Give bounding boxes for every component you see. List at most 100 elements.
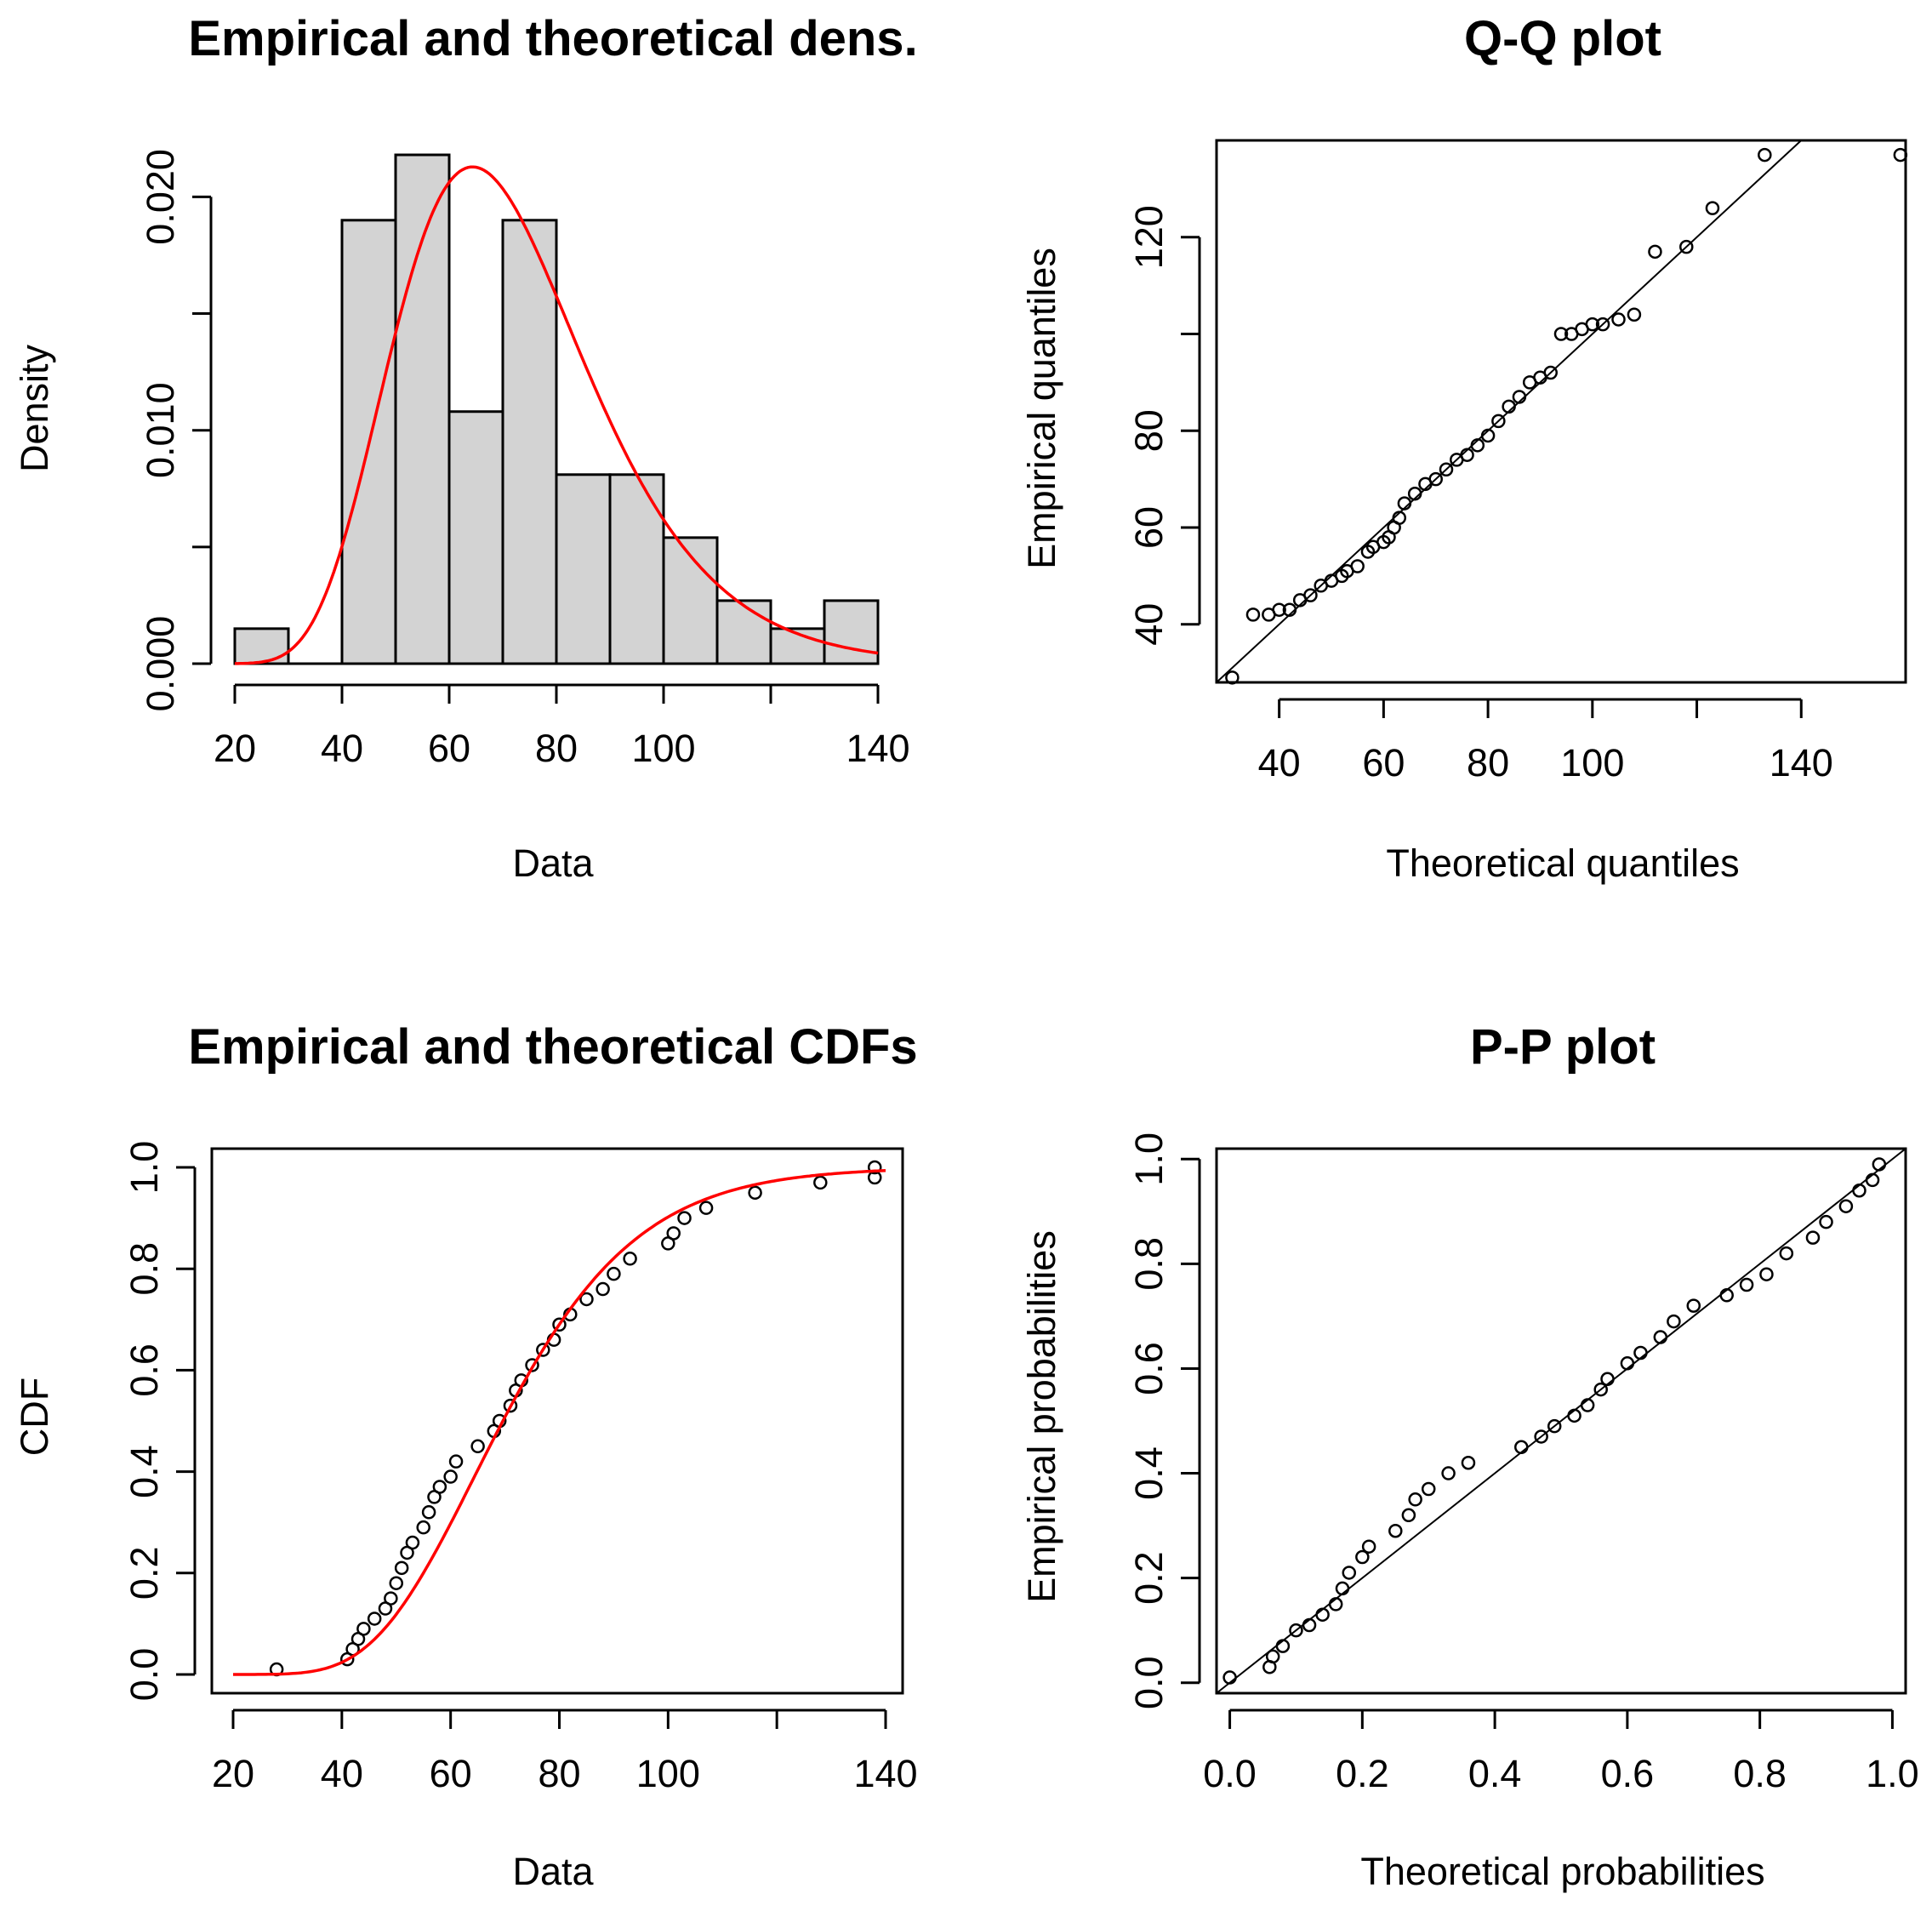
pp-point bbox=[1719, 1288, 1734, 1303]
pp-x-tick-label: 0.2 bbox=[1336, 1752, 1389, 1795]
qq-point bbox=[1407, 486, 1422, 501]
cdf-point bbox=[813, 1175, 828, 1190]
pp-point bbox=[1779, 1246, 1794, 1261]
pp-y-tick-label: 0.8 bbox=[1127, 1237, 1171, 1291]
cdf-panel: Empirical and theoretical CDFs Data CDF … bbox=[13, 1019, 918, 1893]
pp-point bbox=[1653, 1330, 1668, 1344]
density-x-tick-label: 40 bbox=[321, 727, 363, 770]
pp-x-tick-label: 0.6 bbox=[1601, 1752, 1655, 1795]
density-fit-curve bbox=[235, 165, 879, 665]
qq-point bbox=[1350, 559, 1365, 573]
cdf-point bbox=[367, 1612, 382, 1626]
qq-point bbox=[1397, 496, 1412, 511]
density-title: Empirical and theoretical dens. bbox=[188, 11, 917, 66]
pp-point bbox=[1534, 1429, 1548, 1444]
pp-point bbox=[1838, 1199, 1854, 1213]
density-panel: Empirical and theoretical dens. Data Den… bbox=[13, 11, 918, 885]
density-x-tick-label: 140 bbox=[846, 727, 909, 770]
pp-point bbox=[1739, 1277, 1754, 1292]
cdf-point bbox=[607, 1266, 621, 1281]
cdf-ylabel: CDF bbox=[13, 1378, 56, 1456]
cdf-point bbox=[443, 1469, 458, 1484]
qq-point bbox=[1392, 511, 1407, 525]
cdf-point bbox=[470, 1439, 485, 1454]
qq-point bbox=[1439, 462, 1454, 476]
cdf-point bbox=[394, 1560, 409, 1576]
qq-y-tick-label: 60 bbox=[1127, 506, 1171, 549]
cdf-y-tick-label: 0.0 bbox=[123, 1648, 166, 1702]
qq-point bbox=[1428, 471, 1443, 487]
qq-reference-line bbox=[1216, 140, 1802, 683]
pp-point bbox=[1361, 1539, 1376, 1554]
histogram-bar bbox=[823, 599, 880, 665]
qq-point bbox=[1491, 414, 1506, 429]
density-ylabel: Density bbox=[13, 344, 56, 472]
qq-point bbox=[1282, 602, 1297, 617]
pp-point bbox=[1580, 1398, 1595, 1412]
histogram-bar bbox=[394, 153, 451, 665]
pp-point bbox=[1388, 1523, 1403, 1538]
qq-y-tick-label: 80 bbox=[1127, 409, 1171, 452]
pp-point bbox=[1421, 1481, 1436, 1497]
cdf-point bbox=[525, 1358, 539, 1372]
histogram-bar bbox=[233, 627, 290, 665]
qq-plot-frame bbox=[1215, 139, 1907, 684]
cdf-point bbox=[623, 1252, 637, 1266]
qq-point bbox=[1502, 399, 1516, 414]
pp-point bbox=[1759, 1267, 1774, 1281]
qq-point bbox=[1595, 317, 1610, 332]
cdf-point bbox=[552, 1317, 567, 1332]
pp-x-tick-label: 0.0 bbox=[1203, 1752, 1257, 1795]
cdf-point bbox=[698, 1201, 714, 1215]
density-y-tick-label: 0.000 bbox=[139, 616, 182, 712]
histogram-bar bbox=[555, 473, 612, 665]
cdf-point bbox=[405, 1535, 420, 1550]
cdf-point bbox=[596, 1281, 610, 1297]
cdf-point bbox=[748, 1185, 762, 1201]
pp-xlabel: Theoretical probabilities bbox=[1360, 1850, 1764, 1893]
pp-point bbox=[1315, 1607, 1330, 1622]
cdf-title: Empirical and theoretical CDFs bbox=[188, 1019, 917, 1075]
pp-point bbox=[1686, 1298, 1701, 1313]
pp-panel: P-P plot Theoretical probabilities Empir… bbox=[1020, 1019, 1919, 1893]
pp-point bbox=[1328, 1597, 1343, 1612]
qq-point bbox=[1480, 428, 1496, 443]
cdf-point bbox=[432, 1480, 447, 1494]
cdf-x-tick-label: 20 bbox=[212, 1752, 254, 1795]
cdf-point bbox=[503, 1398, 518, 1413]
pp-ylabel: Empirical probabilities bbox=[1020, 1230, 1063, 1603]
pp-point bbox=[1633, 1345, 1648, 1361]
pp-y-tick-label: 0.6 bbox=[1127, 1342, 1171, 1395]
pp-point bbox=[1265, 1649, 1280, 1664]
pp-x-tick-label: 1.0 bbox=[1866, 1752, 1919, 1795]
qq-point bbox=[1611, 312, 1626, 327]
qq-point bbox=[1585, 317, 1600, 332]
cdf-point bbox=[579, 1292, 594, 1307]
qq-point bbox=[1245, 608, 1261, 622]
qq-point bbox=[1272, 602, 1286, 617]
pp-point bbox=[1302, 1617, 1317, 1633]
density-xlabel: Data bbox=[512, 841, 594, 885]
pp-point bbox=[1567, 1408, 1582, 1423]
qq-y-tick-label: 40 bbox=[1127, 603, 1171, 646]
qq-point bbox=[1512, 390, 1527, 404]
density-y-tick-label: 0.020 bbox=[139, 149, 182, 245]
pp-point bbox=[1865, 1172, 1880, 1188]
qq-point bbox=[1543, 365, 1558, 380]
qq-point bbox=[1460, 448, 1474, 462]
qq-xlabel: Theoretical quantiles bbox=[1386, 841, 1739, 885]
histogram-bar bbox=[447, 410, 504, 665]
pp-point bbox=[1620, 1356, 1635, 1371]
histogram-bar bbox=[608, 473, 665, 665]
qq-point bbox=[1758, 147, 1772, 163]
histogram-bar bbox=[715, 599, 772, 665]
pp-point bbox=[1335, 1581, 1350, 1596]
cdf-point bbox=[867, 1160, 882, 1175]
histogram-bar bbox=[501, 219, 558, 665]
cdf-xlabel: Data bbox=[512, 1850, 594, 1893]
qq-ylabel: Empirical quantiles bbox=[1020, 248, 1063, 569]
pp-point bbox=[1408, 1492, 1422, 1507]
qq-x-tick-label: 140 bbox=[1770, 741, 1833, 784]
qq-point bbox=[1705, 201, 1720, 215]
